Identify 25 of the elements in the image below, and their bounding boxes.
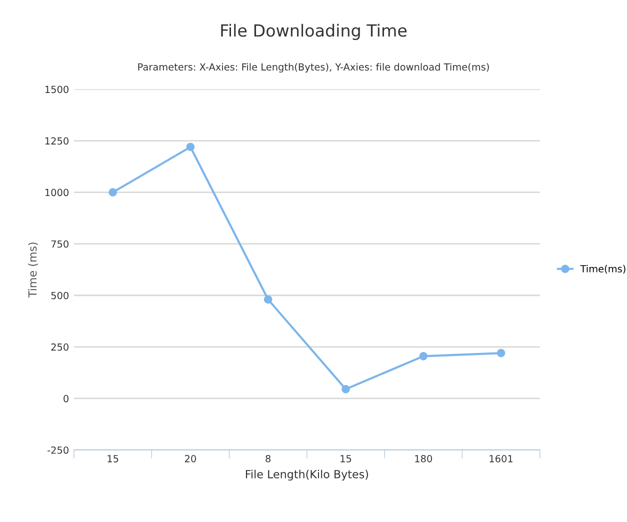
x-tick-label: 180 (415, 454, 432, 462)
x-axis-title: File Length(Kilo Bytes) (246, 470, 368, 481)
x-tick-label: 20 (184, 454, 196, 462)
y-axis-title: Time (ms) (28, 242, 38, 298)
y-tick-label: 750 (51, 240, 68, 248)
point (264, 295, 272, 304)
y-tick-label: 1000 (45, 188, 68, 196)
y-tick-label: 500 (51, 292, 68, 300)
x-tick-label: 1601 (490, 454, 512, 462)
y-tick-label: 1250 (45, 137, 68, 145)
x-tick-label: 15 (108, 455, 118, 462)
point (496, 348, 506, 358)
point (342, 384, 350, 394)
y-tick-label: 0 (64, 394, 68, 402)
y-tick-label: 250 (51, 343, 68, 351)
legend-label: Time(ms) (580, 264, 626, 274)
y-tick-label: -250 (48, 446, 68, 454)
chart-subtitle: Parameters: X-Axies: File Length(Bytes), Y-Axies: file download Time(ms) (138, 63, 489, 72)
y-tick-label: 1500 (45, 86, 68, 94)
chart-title: File Downloading Time (221, 24, 407, 40)
point (186, 142, 195, 152)
point (108, 188, 117, 196)
x-tick-label: 15 (340, 455, 352, 462)
x-tick-label: 8 (266, 454, 271, 462)
point (419, 352, 428, 360)
